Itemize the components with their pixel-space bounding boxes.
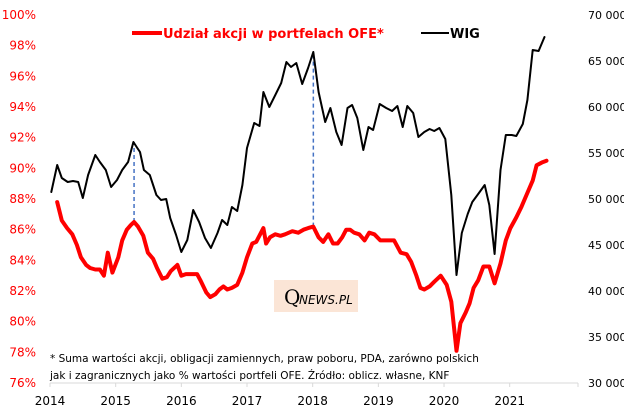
footnote-line-2: jak i zagranicznych jako % wartości port… xyxy=(49,369,449,382)
left-tick-label: 90% xyxy=(9,161,36,175)
right-tick-label: 30 000 xyxy=(588,377,624,390)
series-line-ofe xyxy=(55,158,549,353)
right-tick-label: 50 000 xyxy=(588,193,624,206)
right-tick-label: 70 000 xyxy=(588,9,624,22)
left-tick-label: 80% xyxy=(9,315,36,329)
right-tick-label: 65 000 xyxy=(588,55,624,68)
left-tick-label: 84% xyxy=(9,253,36,267)
watermark-q: Q xyxy=(284,285,300,309)
legend-black-label: WIG xyxy=(450,27,480,42)
x-tick-label: 2021 xyxy=(494,394,525,408)
left-tick-label: 88% xyxy=(9,192,36,206)
left-tick-label: 86% xyxy=(9,223,36,237)
x-tick-label: 2019 xyxy=(363,394,394,408)
right-tick-label: 45 000 xyxy=(588,239,624,252)
watermark: Q NEWS.PL xyxy=(274,280,358,312)
left-tick-label: 100% xyxy=(2,8,36,22)
footnote-line-1: * Suma wartości akcji, obligacji zamienn… xyxy=(50,353,479,365)
x-tick-label: 2018 xyxy=(297,394,328,408)
left-tick-label: 82% xyxy=(9,284,36,298)
series-line-wig xyxy=(50,36,546,276)
x-tick-label: 2015 xyxy=(100,394,131,408)
right-tick-label: 55 000 xyxy=(588,147,624,160)
left-tick-label: 78% xyxy=(9,345,36,359)
x-tick-label: 2016 xyxy=(166,394,197,408)
x-tick-label: 2014 xyxy=(35,394,66,408)
left-tick-label: 94% xyxy=(9,100,36,114)
watermark-text: NEWS.PL xyxy=(299,293,353,307)
legend-red-label: Udział akcji w portfelach OFE* xyxy=(163,27,384,42)
right-tick-label: 40 000 xyxy=(588,285,624,298)
x-tick-label: 2020 xyxy=(429,394,460,408)
legend: Udział akcji w portfelach OFE* WIG xyxy=(132,27,480,42)
left-axis: 100% 98% 96% 94% 92% 90% 88% 86% 84% 82% 80% 78% 76% xyxy=(2,8,36,390)
right-tick-label: 60 000 xyxy=(588,101,624,114)
x-tick-label: 2017 xyxy=(232,394,263,408)
footnote: * Suma wartości akcji, obligacji zamienn… xyxy=(49,353,479,382)
left-tick-label: 98% xyxy=(9,39,36,53)
left-tick-label: 92% xyxy=(9,131,36,145)
series xyxy=(50,36,549,353)
right-tick-label: 35 000 xyxy=(588,331,624,344)
connectors xyxy=(133,51,315,227)
watermark-background xyxy=(274,280,358,312)
left-tick-label: 96% xyxy=(9,69,36,83)
right-axis: 70 000 65 000 60 000 55 000 50 000 45 000 40 0… xyxy=(588,9,624,390)
left-tick-label: 76% xyxy=(9,376,36,390)
x-axis: 2014 2015 2016 2017 2018 2019 2020 2021 xyxy=(35,382,579,408)
